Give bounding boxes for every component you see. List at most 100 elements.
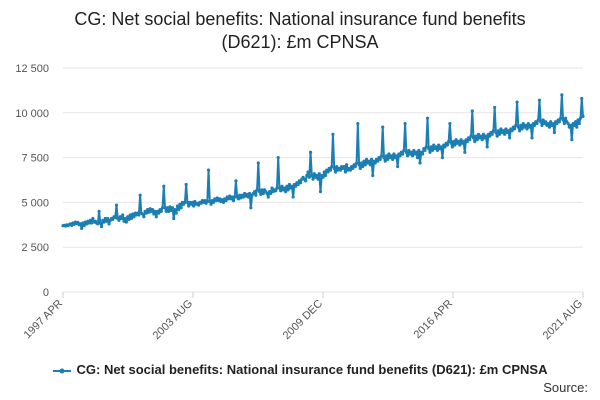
data-point[interactable] <box>98 221 102 225</box>
data-point[interactable] <box>361 164 365 169</box>
data-point[interactable] <box>402 148 406 153</box>
data-point[interactable] <box>354 161 359 165</box>
data-point[interactable] <box>332 166 336 170</box>
data-point[interactable] <box>179 206 183 210</box>
data-point[interactable] <box>459 138 463 142</box>
data-point[interactable] <box>185 200 189 204</box>
data-point[interactable] <box>376 159 380 163</box>
data-point[interactable] <box>131 212 135 216</box>
data-point[interactable] <box>303 179 308 183</box>
data-point[interactable] <box>439 145 443 149</box>
data-point[interactable] <box>157 211 161 215</box>
data-point[interactable] <box>471 136 476 140</box>
data-point[interactable] <box>401 152 405 156</box>
data-point[interactable] <box>348 168 352 172</box>
data-point[interactable] <box>417 148 421 153</box>
data-point[interactable] <box>387 152 391 156</box>
data-point[interactable] <box>342 164 346 169</box>
data-point[interactable] <box>452 139 456 144</box>
data-point[interactable] <box>80 226 84 230</box>
data-point[interactable] <box>420 152 425 156</box>
data-point[interactable] <box>103 216 107 221</box>
data-point[interactable] <box>260 188 264 192</box>
data-point[interactable] <box>555 121 559 126</box>
data-point[interactable] <box>356 121 360 126</box>
data-point[interactable] <box>238 193 242 197</box>
data-point[interactable] <box>129 216 134 221</box>
data-point[interactable] <box>147 210 151 214</box>
data-point[interactable] <box>221 200 226 204</box>
data-point[interactable] <box>335 164 339 169</box>
data-point[interactable] <box>172 216 176 221</box>
data-point[interactable] <box>215 196 219 200</box>
data-point[interactable] <box>514 123 518 127</box>
data-point[interactable] <box>498 132 502 136</box>
data-point[interactable] <box>117 218 121 222</box>
data-point[interactable] <box>331 132 335 136</box>
data-point[interactable] <box>321 175 325 179</box>
data-point[interactable] <box>412 148 416 153</box>
data-point[interactable] <box>81 221 85 225</box>
data-point[interactable] <box>126 215 130 219</box>
data-point[interactable] <box>488 134 492 138</box>
data-point[interactable] <box>310 173 314 178</box>
data-point[interactable] <box>277 186 282 190</box>
data-point[interactable] <box>561 118 565 122</box>
data-point[interactable] <box>491 129 496 133</box>
data-point[interactable] <box>284 190 288 194</box>
data-point[interactable] <box>132 215 136 219</box>
data-point[interactable] <box>410 154 415 158</box>
data-point[interactable] <box>261 191 265 196</box>
data-point[interactable] <box>469 134 473 138</box>
data-point[interactable] <box>447 139 451 144</box>
data-point[interactable] <box>326 170 330 174</box>
data-point[interactable] <box>306 170 310 174</box>
data-point[interactable] <box>287 182 292 187</box>
data-point[interactable] <box>173 207 177 212</box>
data-point[interactable] <box>465 139 469 144</box>
data-point[interactable] <box>169 208 173 213</box>
data-point[interactable] <box>282 186 287 190</box>
data-point[interactable] <box>537 98 542 102</box>
data-point[interactable] <box>197 203 201 207</box>
data-point[interactable] <box>236 197 241 201</box>
data-point[interactable] <box>150 207 155 212</box>
data-point[interactable] <box>404 150 408 154</box>
data-point[interactable] <box>357 163 361 167</box>
data-point[interactable] <box>248 191 252 196</box>
data-point[interactable] <box>107 222 111 226</box>
data-point[interactable] <box>257 190 262 194</box>
data-point[interactable] <box>481 132 486 136</box>
data-point[interactable] <box>228 194 232 198</box>
data-point[interactable] <box>114 203 119 207</box>
data-point[interactable] <box>367 159 371 163</box>
data-point[interactable] <box>220 198 224 202</box>
data-point[interactable] <box>305 173 309 178</box>
data-point[interactable] <box>96 222 100 226</box>
data-point[interactable] <box>231 199 236 203</box>
data-point[interactable] <box>560 93 564 97</box>
data-point[interactable] <box>318 190 323 194</box>
data-point[interactable] <box>437 143 441 147</box>
data-point[interactable] <box>323 173 328 178</box>
data-point[interactable] <box>127 217 131 222</box>
data-point[interactable] <box>577 121 581 126</box>
data-point[interactable] <box>526 121 530 126</box>
data-point[interactable] <box>246 195 250 199</box>
data-point[interactable] <box>484 134 488 138</box>
data-point[interactable] <box>392 152 396 156</box>
data-point[interactable] <box>475 138 479 142</box>
data-point[interactable] <box>312 172 316 176</box>
data-point[interactable] <box>164 209 168 213</box>
data-point[interactable] <box>290 184 294 188</box>
data-point[interactable] <box>568 123 573 127</box>
data-point[interactable] <box>445 143 449 147</box>
data-point[interactable] <box>432 143 436 147</box>
data-point[interactable] <box>199 201 203 205</box>
data-point[interactable] <box>255 188 259 192</box>
data-point[interactable] <box>307 175 311 179</box>
data-point[interactable] <box>476 132 481 136</box>
data-point[interactable] <box>563 116 568 120</box>
data-point[interactable] <box>362 159 366 163</box>
data-point[interactable] <box>468 138 472 142</box>
